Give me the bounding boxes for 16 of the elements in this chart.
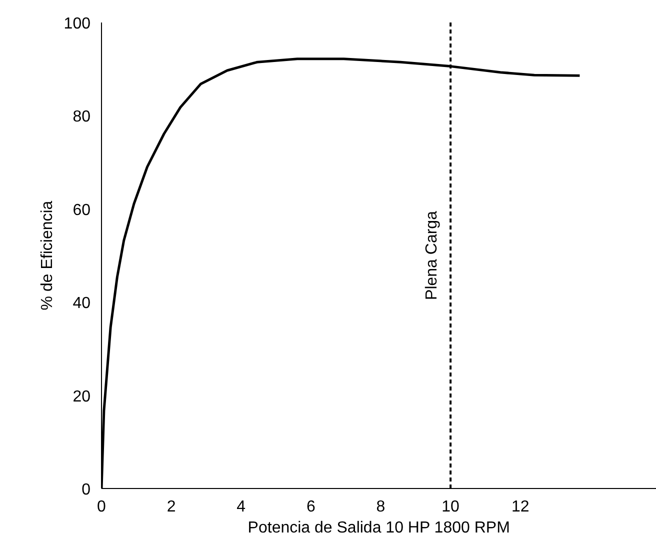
y-tick-label: 40: [72, 295, 91, 312]
ref-line-label: Plena Carga: [424, 210, 441, 300]
y-axis-title: % de Eficiencia: [38, 200, 56, 310]
x-tick-label: 4: [236, 498, 246, 516]
x-tick-label: 6: [306, 498, 316, 516]
x-tick-label: 0: [97, 498, 106, 516]
x-tick-label: 12: [511, 498, 530, 516]
x-axis-title: Potencia de Salida 10 HP 1800 RPM: [248, 520, 510, 536]
x-tick-label: 8: [376, 498, 386, 516]
y-tick-label: 60: [72, 202, 91, 219]
y-tick-label: 20: [72, 388, 91, 406]
y-tick-label: 80: [72, 108, 91, 126]
y-tick-label: 0: [82, 482, 91, 498]
x-tick-label: 10: [442, 498, 460, 516]
x-tick-label: 2: [166, 498, 176, 516]
y-tick-label: 100: [64, 16, 91, 32]
